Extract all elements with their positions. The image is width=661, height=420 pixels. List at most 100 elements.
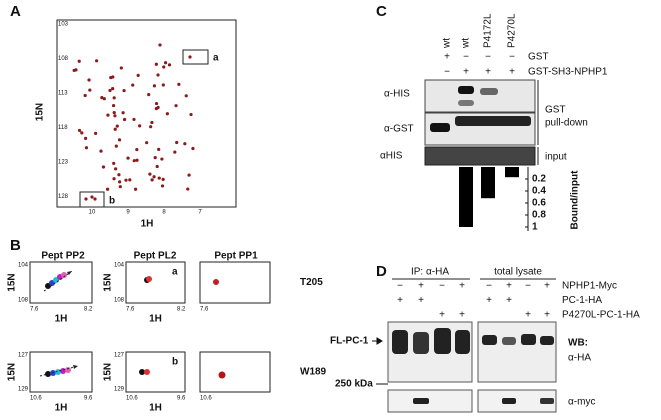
band <box>502 398 516 404</box>
peak <box>113 127 117 131</box>
blot <box>477 389 557 413</box>
peak <box>112 111 116 115</box>
blot <box>387 389 473 413</box>
x-tick-label: 7.6 <box>200 307 209 313</box>
peak <box>102 97 106 101</box>
bar <box>505 167 519 178</box>
row-label: W189 <box>300 367 327 378</box>
blot-label: α-GST <box>384 124 414 135</box>
sign: + <box>418 295 424 306</box>
peak <box>128 178 132 182</box>
y-tick-label: 128 <box>58 194 69 200</box>
x-tick-label: 10 <box>89 210 96 216</box>
peak <box>191 146 195 151</box>
peak <box>113 114 117 118</box>
condition-label: NPHP1-Myc <box>562 281 617 292</box>
peak <box>156 105 160 110</box>
peak <box>147 93 151 97</box>
y-tick-label: 123 <box>58 160 69 166</box>
tick-label: 0.6 <box>532 198 546 209</box>
peak <box>135 147 139 152</box>
tick-label: 0.2 <box>532 174 546 185</box>
x-tick-label: 10.6 <box>126 396 138 402</box>
peak <box>157 176 161 180</box>
spectrum-frame <box>125 351 186 393</box>
peak <box>83 93 87 98</box>
spectrum-frame <box>29 261 93 304</box>
y-tick-label: 108 <box>18 298 29 304</box>
sign: + <box>397 295 403 306</box>
arrow <box>372 337 383 345</box>
column-header: Pept PP2 <box>41 251 85 262</box>
peak <box>100 96 104 100</box>
row-label: T205 <box>300 277 323 288</box>
inset-box <box>79 191 105 208</box>
sign: − <box>486 281 492 292</box>
peak <box>126 156 130 160</box>
band <box>413 398 429 404</box>
peak <box>117 173 121 177</box>
peak <box>80 131 84 135</box>
peak <box>152 84 157 88</box>
peak <box>163 61 168 65</box>
peak <box>77 128 82 133</box>
bands <box>392 328 554 354</box>
peak <box>124 178 128 182</box>
peaks <box>72 43 195 201</box>
group-label: total lysate <box>494 267 542 278</box>
x-tick-label: 7.6 <box>30 307 39 313</box>
y-axis-label: 15N <box>7 363 18 381</box>
peak <box>109 76 113 80</box>
peak <box>111 103 116 108</box>
peak <box>135 158 139 162</box>
peak <box>153 156 157 160</box>
peak <box>160 157 164 161</box>
peak <box>121 111 125 115</box>
spectrum-frame <box>125 261 186 304</box>
inset-label: b <box>109 196 115 207</box>
y-tick-label: 127 <box>114 353 125 359</box>
blot <box>424 79 536 113</box>
band <box>458 100 474 106</box>
blot <box>477 321 557 383</box>
peak <box>108 88 112 93</box>
sign: + <box>459 281 465 292</box>
wb-label: α-HA <box>568 353 591 364</box>
x-tick-label: 9.6 <box>84 396 93 402</box>
x-tick-label: 9 <box>126 210 130 216</box>
peak <box>90 195 94 199</box>
panel-label: D <box>376 263 387 280</box>
peak <box>122 117 127 122</box>
y-axis-label: 15N <box>103 363 114 381</box>
peak <box>101 165 106 169</box>
sign: + <box>509 67 515 78</box>
sign: − <box>485 52 491 63</box>
peak <box>145 141 149 145</box>
peak <box>186 187 190 191</box>
pulldown-label: pull-down <box>545 118 588 129</box>
peak <box>138 124 142 128</box>
band <box>540 398 554 404</box>
wb-label: α-myc <box>568 397 595 408</box>
band-label: FL-PC-1 <box>330 336 369 347</box>
x-axis-label: 1H <box>55 314 68 325</box>
sign: − <box>463 52 469 63</box>
x-tick-label: 7 <box>198 210 202 216</box>
peak <box>84 136 88 140</box>
peak <box>189 112 193 117</box>
sign: − <box>439 281 445 292</box>
peak <box>173 150 177 154</box>
peak <box>118 180 122 184</box>
sign: + <box>544 281 550 292</box>
sign: − <box>397 281 403 292</box>
sign: − <box>444 67 450 78</box>
sign: − <box>509 52 515 63</box>
sign: + <box>418 281 424 292</box>
column-header: Pept PP1 <box>214 251 258 262</box>
peak <box>161 177 165 181</box>
spectrum-frame <box>56 19 237 208</box>
peak <box>183 142 187 146</box>
y-axis-label: 15N <box>7 273 18 291</box>
peak <box>150 120 154 125</box>
peak <box>148 172 152 176</box>
